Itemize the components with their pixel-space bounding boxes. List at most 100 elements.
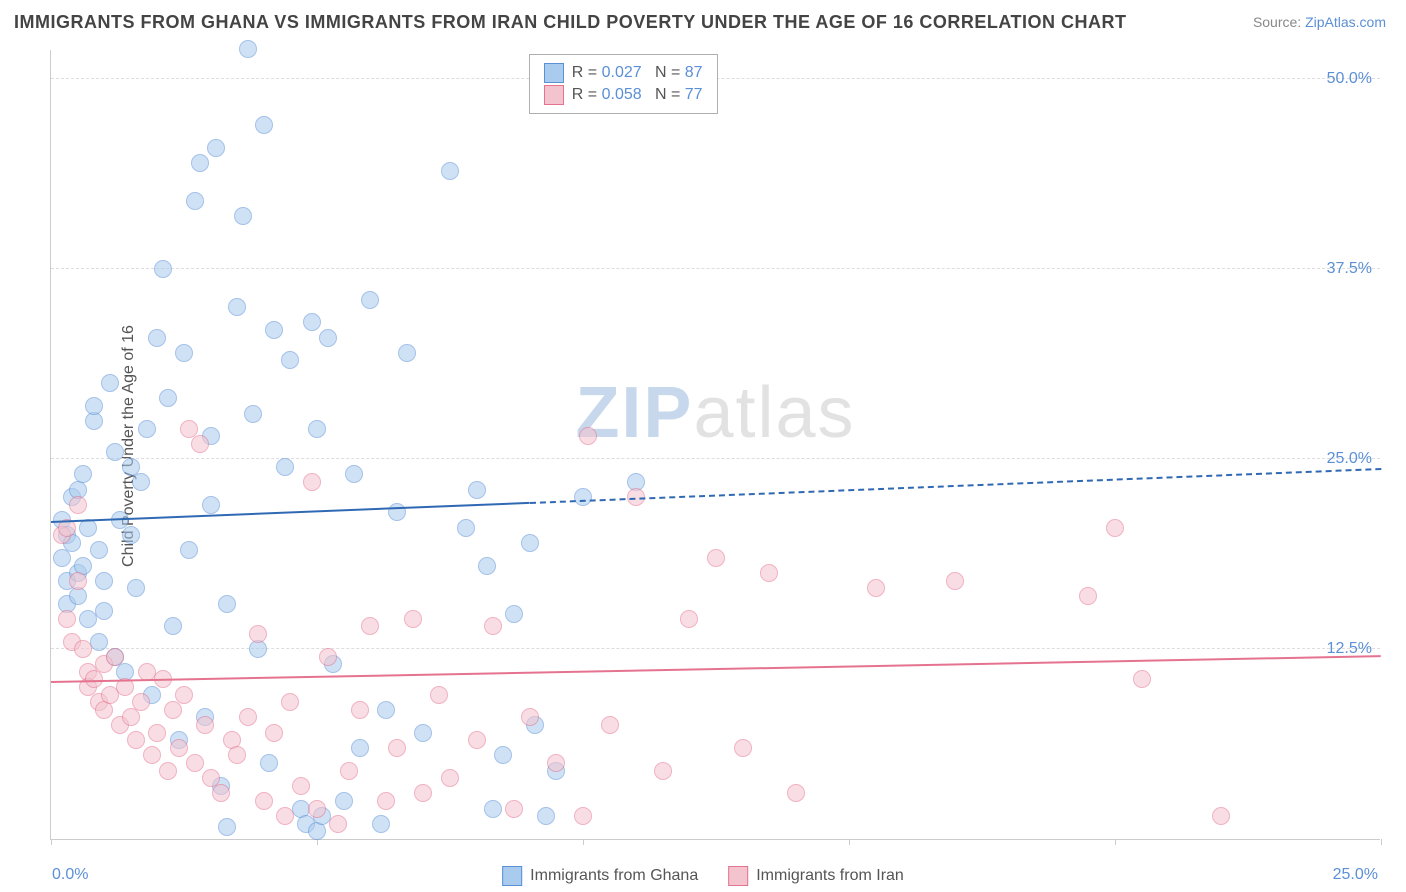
scatter-point bbox=[441, 769, 459, 787]
scatter-point bbox=[106, 443, 124, 461]
scatter-point bbox=[191, 435, 209, 453]
scatter-point bbox=[228, 298, 246, 316]
legend-label-iran: Immigrants from Iran bbox=[756, 867, 904, 885]
x-tick bbox=[849, 839, 850, 845]
scatter-point bbox=[159, 762, 177, 780]
scatter-point bbox=[212, 784, 230, 802]
scatter-point bbox=[680, 610, 698, 628]
source-attribution: Source: ZipAtlas.com bbox=[1253, 14, 1386, 30]
scatter-point bbox=[505, 800, 523, 818]
scatter-point bbox=[537, 807, 555, 825]
x-axis-min-label: 0.0% bbox=[52, 866, 88, 884]
scatter-point bbox=[351, 701, 369, 719]
scatter-point bbox=[218, 818, 236, 836]
scatter-point bbox=[106, 648, 124, 666]
legend-item-ghana: Immigrants from Ghana bbox=[502, 866, 698, 886]
scatter-point bbox=[388, 739, 406, 757]
chart-title: IMMIGRANTS FROM GHANA VS IMMIGRANTS FROM… bbox=[14, 12, 1127, 33]
scatter-point bbox=[478, 557, 496, 575]
scatter-point bbox=[159, 389, 177, 407]
scatter-point bbox=[207, 139, 225, 157]
scatter-point bbox=[303, 313, 321, 331]
source-link[interactable]: ZipAtlas.com bbox=[1305, 14, 1386, 30]
scatter-point bbox=[574, 807, 592, 825]
legend-stats-text: R = 0.027 N = 87 bbox=[572, 64, 703, 82]
scatter-point bbox=[69, 572, 87, 590]
scatter-point bbox=[707, 549, 725, 567]
scatter-point bbox=[244, 405, 262, 423]
x-tick bbox=[1115, 839, 1116, 845]
scatter-point bbox=[180, 541, 198, 559]
scatter-point bbox=[276, 458, 294, 476]
scatter-point bbox=[303, 473, 321, 491]
scatter-point bbox=[468, 481, 486, 499]
legend-bottom: Immigrants from Ghana Immigrants from Ir… bbox=[502, 866, 904, 886]
scatter-point bbox=[101, 374, 119, 392]
scatter-point bbox=[255, 792, 273, 810]
scatter-point bbox=[335, 792, 353, 810]
scatter-point bbox=[494, 746, 512, 764]
scatter-point bbox=[260, 754, 278, 772]
scatter-point bbox=[265, 321, 283, 339]
scatter-point bbox=[946, 572, 964, 590]
legend-swatch-iran bbox=[728, 866, 748, 886]
scatter-plot-area: ZIPatlas 12.5%25.0%37.5%50.0% bbox=[50, 50, 1380, 840]
scatter-point bbox=[90, 633, 108, 651]
legend-stats-text: R = 0.058 N = 77 bbox=[572, 86, 703, 104]
scatter-point bbox=[255, 116, 273, 134]
scatter-point bbox=[372, 815, 390, 833]
scatter-point bbox=[1079, 587, 1097, 605]
scatter-point bbox=[228, 746, 246, 764]
scatter-point bbox=[186, 754, 204, 772]
scatter-point bbox=[218, 595, 236, 613]
scatter-point bbox=[361, 291, 379, 309]
scatter-point bbox=[186, 192, 204, 210]
scatter-point bbox=[122, 708, 140, 726]
scatter-point bbox=[787, 784, 805, 802]
scatter-point bbox=[308, 800, 326, 818]
trend-line-dashed bbox=[530, 468, 1381, 504]
scatter-point bbox=[601, 716, 619, 734]
x-axis-max-label: 25.0% bbox=[1333, 866, 1378, 884]
x-tick bbox=[51, 839, 52, 845]
watermark-atlas: atlas bbox=[693, 373, 855, 453]
scatter-point bbox=[127, 579, 145, 597]
scatter-point bbox=[85, 397, 103, 415]
scatter-point bbox=[377, 792, 395, 810]
legend-stats-row: R = 0.058 N = 77 bbox=[544, 85, 703, 105]
legend-swatch bbox=[544, 85, 564, 105]
scatter-point bbox=[175, 686, 193, 704]
scatter-point bbox=[654, 762, 672, 780]
scatter-point bbox=[319, 329, 337, 347]
scatter-point bbox=[345, 465, 363, 483]
scatter-point bbox=[239, 40, 257, 58]
scatter-point bbox=[361, 617, 379, 635]
scatter-point bbox=[90, 541, 108, 559]
scatter-point bbox=[249, 625, 267, 643]
scatter-point bbox=[281, 351, 299, 369]
scatter-point bbox=[170, 739, 188, 757]
scatter-point bbox=[760, 564, 778, 582]
scatter-point bbox=[122, 526, 140, 544]
scatter-point bbox=[164, 701, 182, 719]
legend-swatch bbox=[544, 63, 564, 83]
scatter-point bbox=[484, 800, 502, 818]
scatter-point bbox=[340, 762, 358, 780]
scatter-point bbox=[148, 329, 166, 347]
scatter-point bbox=[484, 617, 502, 635]
legend-stats-row: R = 0.027 N = 87 bbox=[544, 63, 703, 83]
scatter-point bbox=[265, 724, 283, 742]
legend-label-ghana: Immigrants from Ghana bbox=[530, 867, 698, 885]
scatter-point bbox=[404, 610, 422, 628]
scatter-point bbox=[329, 815, 347, 833]
scatter-point bbox=[281, 693, 299, 711]
scatter-point bbox=[457, 519, 475, 537]
scatter-point bbox=[430, 686, 448, 704]
scatter-point bbox=[574, 488, 592, 506]
scatter-point bbox=[414, 784, 432, 802]
scatter-point bbox=[521, 708, 539, 726]
source-prefix: Source: bbox=[1253, 14, 1305, 30]
scatter-point bbox=[95, 572, 113, 590]
scatter-point bbox=[521, 534, 539, 552]
scatter-point bbox=[319, 648, 337, 666]
